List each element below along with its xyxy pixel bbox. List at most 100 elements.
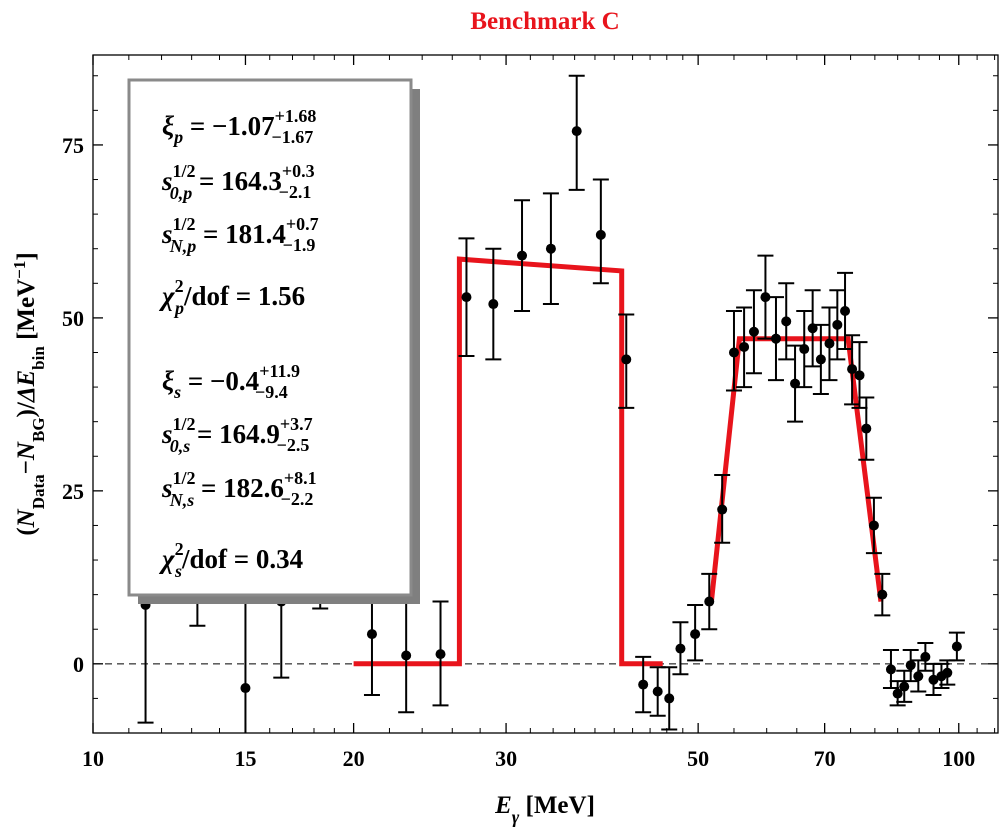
axis-ticks: 10 15 20 30 50 70 100 0 25 50 75 [62,55,998,771]
data-point [714,473,731,544]
x-tick-label: 20 [343,746,365,771]
x-axis-label: Eγ [MeV] [494,792,595,827]
fit-curve [353,256,884,667]
data-point [725,309,742,392]
data-point [398,597,415,714]
data-point [687,604,704,662]
marker [840,305,851,316]
x-tick-label: 50 [687,746,709,771]
marker [899,681,910,692]
marker [824,338,835,349]
data-point [787,344,804,423]
marker [760,292,771,303]
fit-parameter-line: ξs = −0.4+11.9 −9.4 [162,361,300,402]
marker [905,660,916,671]
x-tick-label: 100 [942,746,975,771]
marker [868,520,879,531]
fit-parameter-line: ξp = −1.07+1.68 −1.67 [162,106,316,147]
marker [877,589,888,600]
marker [461,292,472,303]
data-point [812,323,829,395]
marker [928,674,939,685]
y-tick-label: 25 [62,479,84,504]
data-point [514,199,531,312]
marker [488,299,499,310]
data-point [736,306,753,389]
data-point [635,655,652,714]
data-point [568,74,585,191]
marker [595,229,606,240]
marker [517,250,528,261]
marker [861,423,872,434]
fit-parameter-line: s1/2 0,p = 164.3+0.3 −2.1 [161,161,315,203]
data-point [874,572,891,617]
marker [571,126,582,137]
data-point [701,572,718,631]
x-tick-label: 15 [234,746,256,771]
marker [366,629,377,640]
data-point [618,313,635,409]
marker [240,683,251,694]
data-point [837,271,854,351]
marker [435,649,446,660]
x-tick-label: 70 [814,746,836,771]
data-point [804,289,821,368]
marker [652,686,663,697]
y-tick-label: 50 [62,306,84,331]
marker [621,354,632,365]
fit-segment [353,256,663,667]
data-point [432,600,449,707]
marker [781,316,792,327]
fit-parameters: ξp = −1.07+1.68 −1.67 s1/2 0,p = 164.3+0.3−… [158,106,319,581]
marker [951,641,962,652]
data-point [821,306,838,382]
marker [704,596,715,607]
marker [885,664,896,675]
fit-segment [708,336,884,602]
marker [739,341,750,352]
data-point [902,648,919,683]
marker [892,688,903,699]
data-point [865,496,882,555]
data-point [757,254,774,340]
data-point [910,659,927,693]
marker [815,354,826,365]
marker [913,671,924,682]
marker [748,326,759,337]
data-point [745,289,762,375]
data-point [858,396,875,461]
fit-parameter-line: χ2 s/dof = 0.34 [158,539,303,581]
data-point [767,296,784,382]
marker [920,651,931,662]
marker [664,693,675,704]
fit-parameter-line: s1/2 N,s = 182.6+8.1 −2.2 [161,468,317,510]
data-point [829,289,846,361]
data-point [796,309,813,389]
data-point [661,666,678,731]
data-point [948,631,965,662]
info-box [127,78,413,597]
x-tick-label: 10 [82,746,104,771]
y-tick-label: 0 [73,652,84,677]
marker [942,667,953,678]
data-point [592,178,609,285]
plot-frame [92,54,999,734]
marker [638,679,649,690]
marker [799,344,810,355]
marker [854,370,865,381]
data-point [917,642,934,672]
marker [770,333,781,344]
marker [401,650,412,661]
data-point [672,621,689,676]
marker [847,364,858,375]
marker [728,347,739,358]
y-axis-label: (NData−NBG)/ΔEbin [MeV−1] [10,252,48,535]
data-points [137,74,965,733]
fit-parameter-line: s1/2 N,p = 181.4+0.7 −1.9 [161,214,319,256]
data-point [778,282,795,361]
marker [717,504,728,515]
data-point [649,666,666,717]
x-tick-label: 30 [495,746,517,771]
data-point [485,247,502,361]
